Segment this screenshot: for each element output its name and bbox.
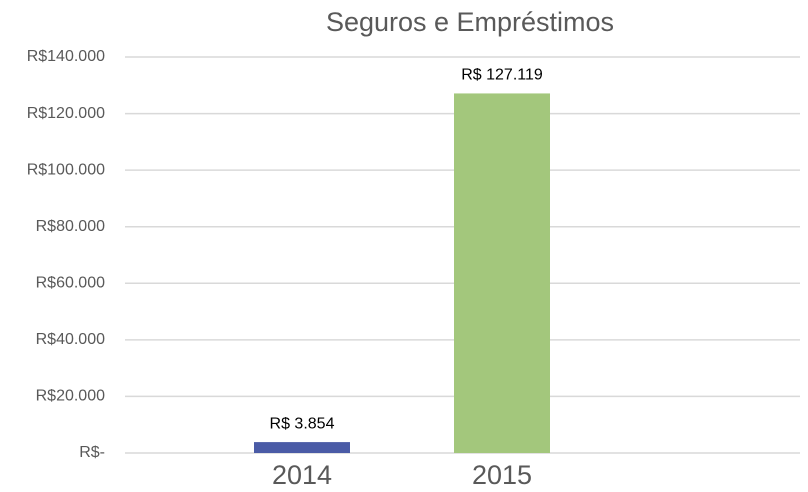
bar [454,93,550,454]
y-tick-label: R$120.000 [27,105,105,122]
y-tick-label: R$80.000 [36,218,105,235]
y-tick-label: R$40.000 [36,331,105,348]
y-tick-label: R$20.000 [36,388,105,405]
y-tick-label: R$60.000 [36,275,105,292]
bar [254,442,350,453]
y-tick-label: R$140.000 [27,48,105,65]
y-tick-label: R$- [79,444,105,461]
y-tick-label: R$100.000 [27,161,105,178]
data-label: R$ 127.119 [461,67,543,84]
data-label: R$ 3.854 [270,415,335,432]
chart-title: Seguros e Empréstimos [326,7,614,37]
x-tick-label: 2015 [472,460,532,490]
x-tick-label: 2014 [272,460,332,490]
